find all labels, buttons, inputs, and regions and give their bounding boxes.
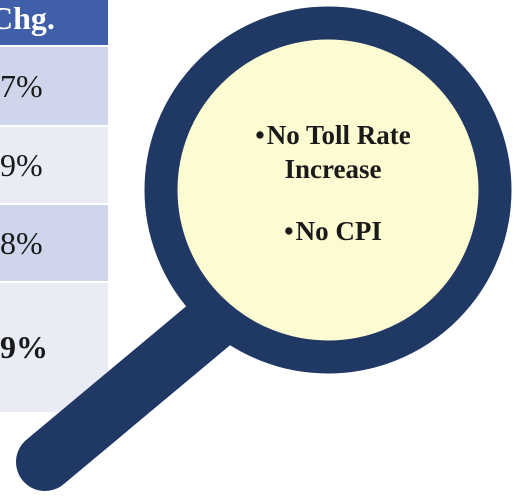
cell-text: 9% (0, 146, 43, 183)
cell-text: 9% (0, 329, 48, 365)
cell-text: 8% (0, 224, 43, 261)
callout-item: No CPI (248, 214, 418, 248)
table-cell: 8% (0, 205, 108, 281)
table-cell: 7% (0, 47, 108, 125)
table-cell: 9% (0, 127, 108, 203)
magnifier-handle (16, 291, 244, 491)
magnifier-lens (144, 6, 512, 374)
header-text: Chg. (0, 0, 55, 36)
callout-item: No Toll Rate Increase (248, 118, 418, 186)
table-header: Chg. (0, 0, 108, 45)
callout: No Toll Rate Increase No CPI (248, 118, 418, 248)
cell-text: 7% (0, 67, 43, 104)
